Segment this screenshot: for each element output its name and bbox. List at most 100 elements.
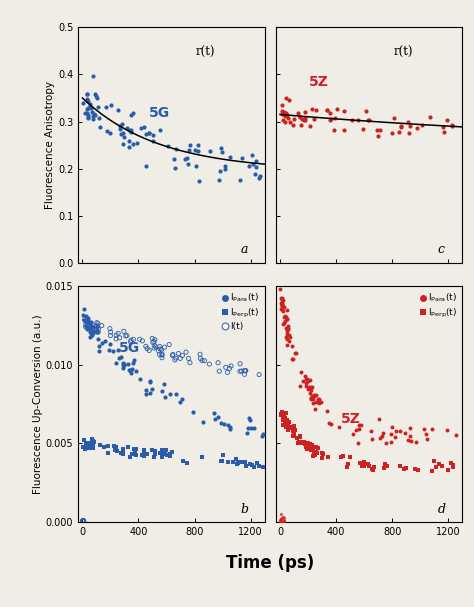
I$_{\mathregular{Perp}}$(t) [85,438,93,448]
Point [280,414,287,424]
Point [281,420,289,430]
Point [432,462,440,472]
I$_{\mathregular{Para}}$(t) [120,359,128,368]
Point [280,516,288,526]
Point [90,109,97,119]
I$_{\mathregular{Perp}}$(t) [233,453,240,463]
I$_{\mathregular{Perp}}$(t) [156,448,164,458]
I$_{\mathregular{Para}}$(t) [115,353,123,363]
Point [114,105,122,115]
Point [312,397,319,407]
I(t) [122,331,129,341]
I$_{\mathregular{Para}}$(t) [84,323,91,333]
Point [286,422,294,432]
Point [245,161,252,171]
Point [277,517,284,526]
Point [284,321,292,331]
Point [283,305,291,314]
Point [278,409,285,419]
I$_{\mathregular{Para}}$(t) [167,389,174,399]
Point [288,341,295,351]
Point [371,463,378,472]
I$_{\mathregular{Para}}$(t) [251,423,258,433]
Point [305,382,313,392]
Point [449,461,457,470]
Point [397,122,405,132]
Point [83,107,91,117]
I$_{\mathregular{Perp}}$(t) [113,446,121,456]
Point [280,320,287,330]
I$_{\mathregular{Para}}$(t) [124,359,131,369]
Point [137,123,145,133]
Point [283,109,290,118]
Point [337,452,345,462]
Point [307,385,314,395]
I$_{\mathregular{Para}}$(t) [87,328,95,338]
Point [278,300,285,310]
I$_{\mathregular{Para}}$(t) [224,420,232,430]
I$_{\mathregular{Para}}$(t) [215,412,222,421]
I$_{\mathregular{Perp}}$(t) [151,449,159,459]
Point [407,121,414,131]
Point [423,435,430,444]
I$_{\mathregular{Para}}$(t) [86,328,93,337]
Point [414,466,421,475]
Point [284,114,292,123]
Point [278,109,286,119]
I(t) [156,342,164,351]
Point [278,410,286,419]
I(t) [106,324,114,333]
I$_{\mathregular{Perp}}$(t) [130,444,137,454]
I(t) [169,350,177,359]
I$_{\mathregular{Perp}}$(t) [117,448,125,458]
Point [281,311,289,321]
I$_{\mathregular{Perp}}$(t) [124,442,131,452]
Point [283,420,291,430]
Point [301,439,309,449]
I$_{\mathregular{Perp}}$(t) [119,444,127,453]
Point [296,112,303,121]
I(t) [241,370,248,379]
Point [97,123,104,132]
Point [283,332,290,342]
Point [323,406,330,416]
Point [90,71,97,81]
Point [290,421,297,431]
Point [301,437,308,447]
I$_{\mathregular{Perp}}$(t) [179,456,187,466]
Point [298,120,305,130]
Point [306,121,314,131]
Point [285,330,292,340]
Point [340,106,347,116]
I$_{\mathregular{Perp}}$(t) [85,439,93,449]
I$_{\mathregular{Perp}}$(t) [119,449,127,458]
Point [395,127,402,137]
Point [283,416,290,426]
I(t) [138,336,146,345]
Point [277,515,285,524]
Point [116,121,124,131]
I(t) [146,345,153,355]
I(t) [127,337,134,347]
Point [283,334,291,344]
Point [192,161,200,171]
I(t) [128,336,135,345]
I(t) [98,320,106,330]
I(t) [158,353,166,362]
I(t) [216,366,223,376]
I$_{\mathregular{Perp}}$(t) [144,449,151,459]
Point [292,348,300,358]
I$_{\mathregular{Para}}$(t) [217,419,225,429]
I$_{\mathregular{Perp}}$(t) [234,457,241,467]
Point [306,439,314,449]
I$_{\mathregular{Para}}$(t) [142,385,149,395]
Point [348,115,356,124]
I$_{\mathregular{Perp}}$(t) [219,456,226,466]
Point [93,91,100,101]
I$_{\mathregular{Perp}}$(t) [111,443,119,453]
Point [388,128,396,138]
Point [283,324,291,334]
I(t) [227,361,235,371]
I$_{\mathregular{Perp}}$(t) [224,457,231,467]
Point [310,390,318,400]
